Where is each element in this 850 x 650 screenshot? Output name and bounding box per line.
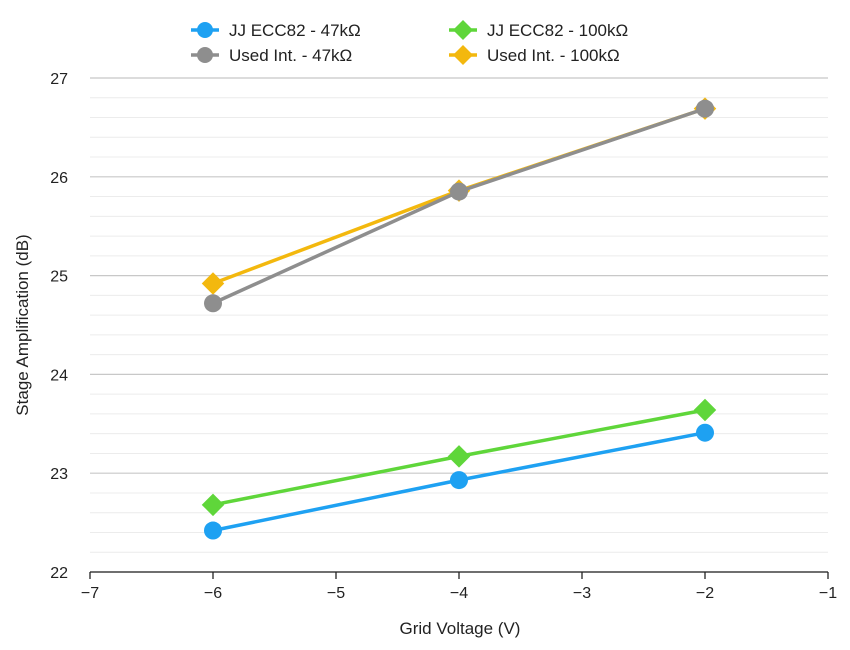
legend-label: JJ ECC82 - 47kΩ — [229, 21, 361, 40]
x-tick-label: −7 — [81, 585, 99, 602]
series — [204, 99, 714, 313]
legend-item: Used Int. - 47kΩ — [191, 46, 352, 65]
y-tick-label: 25 — [50, 269, 68, 286]
legend: JJ ECC82 - 47kΩ JJ ECC82 - 100kΩ Used Int.… — [191, 20, 628, 65]
x-tick-label: −3 — [573, 585, 591, 602]
y-tick-label: 22 — [50, 565, 68, 582]
grid — [90, 77, 828, 573]
data-point-diamond — [201, 272, 225, 295]
x-axis-title: Grid Voltage (V) — [400, 619, 521, 638]
legend-label: JJ ECC82 - 100kΩ — [487, 21, 628, 40]
x-tick-label: −5 — [327, 585, 345, 602]
y-tick-label: 27 — [50, 71, 68, 88]
series — [201, 398, 717, 517]
data-point-circle — [696, 99, 714, 118]
legend-item: JJ ECC82 - 100kΩ — [449, 20, 628, 40]
data-point-diamond — [693, 398, 717, 422]
data-point-diamond — [447, 445, 471, 468]
series-line — [212, 106, 706, 305]
y-tick-label: 23 — [50, 466, 68, 483]
data-point-diamond — [453, 45, 473, 65]
plot-area — [201, 97, 717, 540]
data-point-circle — [197, 47, 213, 63]
data-point-circle — [204, 521, 222, 540]
y-tick-label: 26 — [50, 170, 68, 187]
x-tick-label: −1 — [819, 585, 837, 602]
data-point-diamond — [201, 493, 225, 517]
data-point-circle — [450, 471, 468, 490]
axes: 22 23 24 25 26 27 −7 −6 −5 −4 −3 −2 −1 — [50, 71, 837, 602]
x-tick-label: −4 — [450, 585, 468, 602]
legend-item: JJ ECC82 - 47kΩ — [191, 21, 361, 40]
legend-label: Used Int. - 47kΩ — [229, 46, 352, 65]
data-point-circle — [696, 423, 714, 442]
series — [204, 423, 714, 540]
y-axis-title: Stage Amplification (dB) — [13, 234, 32, 415]
y-tick-label: 24 — [50, 367, 68, 384]
data-point-circle — [197, 22, 213, 38]
x-tick-label: −2 — [696, 585, 714, 602]
data-point-circle — [450, 182, 468, 201]
data-point-diamond — [453, 20, 473, 40]
data-point-circle — [204, 294, 222, 313]
x-tick-label: −6 — [204, 585, 222, 602]
legend-item: Used Int. - 100kΩ — [449, 45, 620, 65]
legend-label: Used Int. - 100kΩ — [487, 46, 620, 65]
